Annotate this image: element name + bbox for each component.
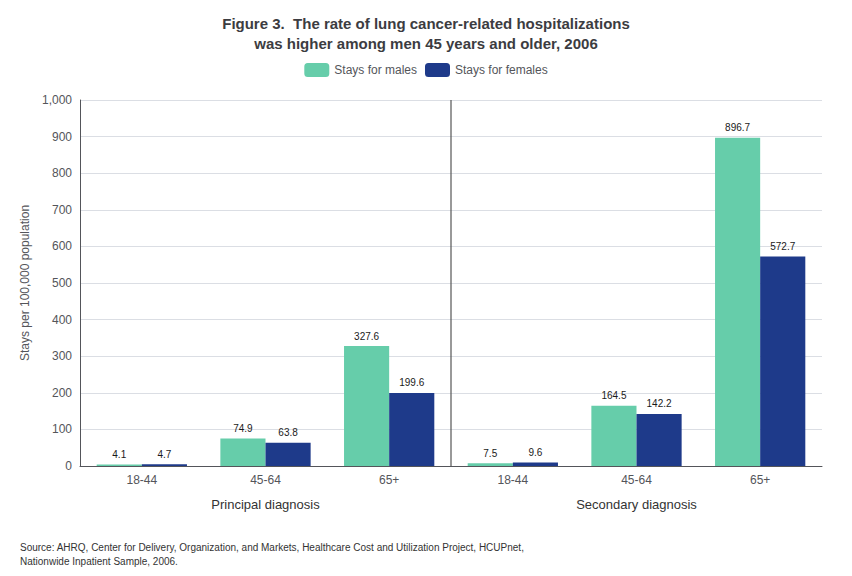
svg-text:45-64: 45-64 — [250, 473, 281, 487]
svg-text:Stays for males: Stays for males — [334, 63, 417, 77]
svg-text:Nationwide Inpatient Sample, 2: Nationwide Inpatient Sample, 2006. — [20, 556, 178, 567]
svg-text:65+: 65+ — [750, 473, 770, 487]
svg-text:Figure 3. The rate of lung ca: Figure 3. The rate of lung cancer-relate… — [222, 15, 630, 32]
svg-text:74.9: 74.9 — [233, 423, 253, 434]
svg-text:65+: 65+ — [379, 473, 399, 487]
svg-text:327.6: 327.6 — [354, 331, 379, 342]
svg-text:7.5: 7.5 — [483, 448, 497, 459]
svg-text:572.7: 572.7 — [770, 241, 795, 252]
svg-text:63.8: 63.8 — [278, 427, 298, 438]
svg-text:0: 0 — [65, 459, 72, 473]
svg-text:896.7: 896.7 — [725, 122, 750, 133]
svg-text:200: 200 — [52, 386, 72, 400]
svg-text:18-44: 18-44 — [497, 473, 528, 487]
svg-text:164.5: 164.5 — [601, 390, 626, 401]
svg-text:600: 600 — [52, 239, 72, 253]
svg-text:18-44: 18-44 — [126, 473, 157, 487]
svg-text:4.1: 4.1 — [112, 449, 126, 460]
svg-text:45-64: 45-64 — [621, 473, 652, 487]
svg-text:Source: AHRQ, Center for Deliv: Source: AHRQ, Center for Delivery, Organ… — [20, 542, 524, 553]
svg-text:800: 800 — [52, 166, 72, 180]
svg-text:700: 700 — [52, 203, 72, 217]
svg-text:142.2: 142.2 — [647, 398, 672, 409]
svg-text:300: 300 — [52, 349, 72, 363]
svg-text:Secondary diagnosis: Secondary diagnosis — [576, 497, 697, 512]
svg-text:Stays per 100,000 population: Stays per 100,000 population — [18, 205, 32, 361]
svg-text:199.6: 199.6 — [399, 377, 424, 388]
svg-text:Stays for females: Stays for females — [455, 63, 548, 77]
svg-text:1,000: 1,000 — [42, 93, 72, 107]
svg-text:Principal diagnosis: Principal diagnosis — [211, 497, 320, 512]
svg-text:9.6: 9.6 — [528, 447, 542, 458]
svg-text:was higher among men 45 years: was higher among men 45 years and older,… — [253, 35, 597, 52]
svg-text:900: 900 — [52, 130, 72, 144]
svg-text:400: 400 — [52, 313, 72, 327]
svg-text:100: 100 — [52, 422, 72, 436]
svg-text:4.7: 4.7 — [157, 449, 171, 460]
svg-text:500: 500 — [52, 276, 72, 290]
